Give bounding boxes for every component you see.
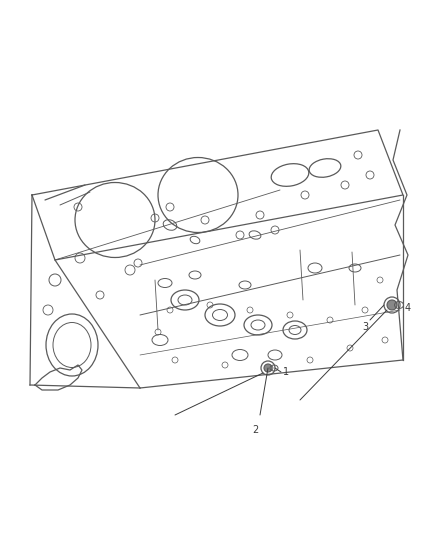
Circle shape [263,364,272,372]
Text: 2: 2 [251,425,258,435]
Circle shape [386,300,396,310]
Text: 3: 3 [361,322,367,332]
Text: 1: 1 [283,367,289,377]
Text: 4: 4 [404,303,410,313]
